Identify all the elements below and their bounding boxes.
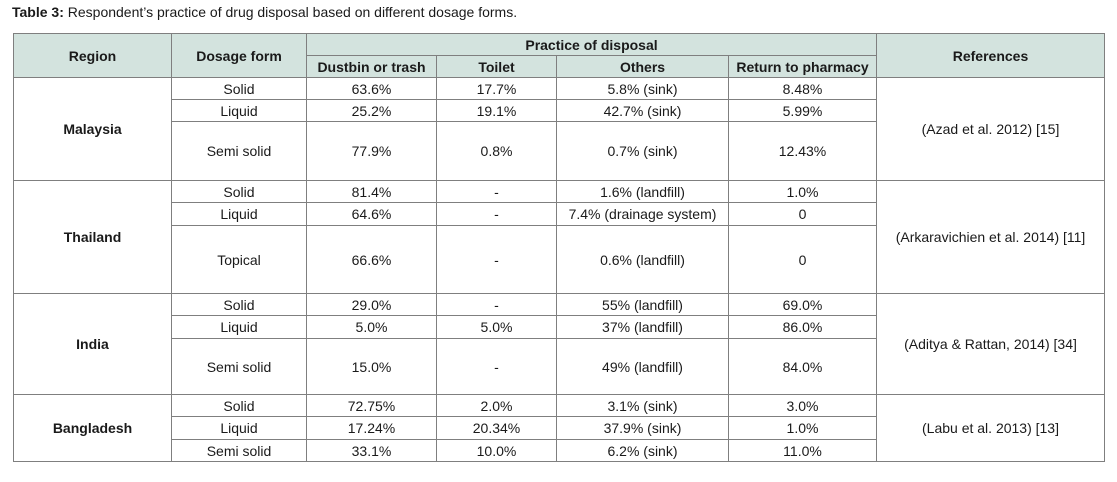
dosage-form-cell: Semi solid — [171, 121, 307, 181]
others-cell: 42.7% (sink) — [556, 99, 729, 122]
table-row: Malaysia Solid 63.6% 17.7% 5.8% (sink) 8.48%(… — [13, 77, 1105, 181]
dustbin-cell: 64.6% — [306, 202, 437, 226]
region-cell: Thailand — [13, 180, 172, 294]
return-to-pharmacy-cell: 8.48% — [728, 77, 877, 100]
reference-cell: (Azad et al. 2012) [15] — [876, 77, 1105, 181]
table-row: Semi solid 77.9% 0.8% 0.7% (sink) 12.43% — [14, 121, 1105, 181]
dosage-form-cell: Solid — [171, 180, 307, 203]
header-others: Others — [556, 55, 729, 78]
toilet-cell: 19.1% — [436, 99, 557, 122]
table-row: Semi solid 33.1% 10.0% 6.2% (sink) 11.0% — [14, 439, 1105, 462]
header-dustbin: Dustbin or trash — [306, 55, 437, 78]
region-cell: India — [13, 293, 172, 395]
dosage-form-cell: Solid — [171, 293, 307, 316]
dustbin-cell: 33.1% — [306, 439, 437, 462]
table-caption: Table 3: Respondent’s practice of drug d… — [12, 4, 517, 20]
header-dosage-form: Dosage form — [171, 33, 307, 78]
dustbin-cell: 72.75% — [306, 394, 437, 417]
dosage-form-cell: Semi solid — [171, 439, 307, 462]
others-cell: 37.9% (sink) — [556, 416, 729, 440]
return-to-pharmacy-cell: 11.0% — [728, 439, 877, 462]
toilet-cell: 2.0% — [436, 394, 557, 417]
others-cell: 1.6% (landfill) — [556, 180, 729, 203]
return-to-pharmacy-cell: 69.0% — [728, 293, 877, 316]
dustbin-cell: 15.0% — [306, 338, 437, 395]
table-row: Topical 66.6% -0.6% (landfill) 0 — [14, 225, 1105, 294]
return-to-pharmacy-cell: 3.0% — [728, 394, 877, 417]
return-to-pharmacy-cell: 0 — [728, 225, 877, 294]
others-cell: 0.6% (landfill) — [556, 225, 729, 294]
table-body: Malaysia Solid 63.6% 17.7% 5.8% (sink) 8.48%(… — [13, 77, 1105, 462]
region-cell: Bangladesh — [13, 394, 172, 462]
table-row: Liquid 17.24% 20.34% 37.9% (sink) 1.0% — [14, 416, 1105, 440]
toilet-cell: - — [436, 293, 557, 316]
table-row: Bangladesh Solid 72.75% 2.0% 3.1% (sink) 3.0%… — [13, 394, 1105, 462]
reference-cell: (Aditya & Rattan, 2014) [34] — [876, 293, 1105, 395]
others-cell: 37% (landfill) — [556, 315, 729, 339]
others-cell: 7.4% (drainage system) — [556, 202, 729, 226]
return-to-pharmacy-cell: 5.99% — [728, 99, 877, 122]
dustbin-cell: 5.0% — [306, 315, 437, 339]
toilet-cell: 5.0% — [436, 315, 557, 339]
caption-label: Table 3: — [12, 4, 64, 20]
others-cell: 0.7% (sink) — [556, 121, 729, 181]
dosage-form-cell: Liquid — [171, 416, 307, 440]
table-row: Semi solid 15.0% -49% (landfill) 84.0% — [14, 338, 1105, 395]
dosage-form-cell: Solid — [171, 77, 307, 100]
dustbin-cell: 25.2% — [306, 99, 437, 122]
table-row: Liquid 25.2% 19.1% 42.7% (sink) 5.99% — [14, 99, 1105, 122]
toilet-cell: 17.7% — [436, 77, 557, 100]
dustbin-cell: 63.6% — [306, 77, 437, 100]
reference-cell: (Labu et al. 2013) [13] — [876, 394, 1105, 462]
dustbin-cell: 29.0% — [306, 293, 437, 316]
dosage-form-cell: Semi solid — [171, 338, 307, 395]
header-toilet: Toilet — [436, 55, 557, 78]
dustbin-cell: 66.6% — [306, 225, 437, 294]
header-references: References — [876, 33, 1105, 78]
return-to-pharmacy-cell: 0 — [728, 202, 877, 226]
dustbin-cell: 77.9% — [306, 121, 437, 181]
return-to-pharmacy-cell: 12.43% — [728, 121, 877, 181]
dosage-form-cell: Liquid — [171, 202, 307, 226]
dustbin-cell: 81.4% — [306, 180, 437, 203]
toilet-cell: - — [436, 225, 557, 294]
others-cell: 3.1% (sink) — [556, 394, 729, 417]
return-to-pharmacy-cell: 86.0% — [728, 315, 877, 339]
toilet-cell: 20.34% — [436, 416, 557, 440]
table-row: Thailand Solid 81.4% -1.6% (landfill) 1.0% (A… — [13, 180, 1105, 294]
others-cell: 49% (landfill) — [556, 338, 729, 395]
dosage-form-cell: Topical — [171, 225, 307, 294]
return-to-pharmacy-cell: 1.0% — [728, 416, 877, 440]
return-to-pharmacy-cell: 1.0% — [728, 180, 877, 203]
toilet-cell: - — [436, 180, 557, 203]
table-row: India Solid 29.0% -55% (landfill) 69.0% (Adit… — [13, 293, 1105, 395]
region-cell: Malaysia — [13, 77, 172, 181]
return-to-pharmacy-cell: 84.0% — [728, 338, 877, 395]
others-cell: 5.8% (sink) — [556, 77, 729, 100]
toilet-cell: - — [436, 338, 557, 395]
header-return-to-pharmacy: Return to pharmacy — [728, 55, 877, 78]
others-cell: 6.2% (sink) — [556, 439, 729, 462]
disposal-table: Region Dosage form Practice of disposal … — [13, 33, 1105, 462]
dustbin-cell: 17.24% — [306, 416, 437, 440]
header-region: Region — [13, 33, 172, 78]
dosage-form-cell: Liquid — [171, 99, 307, 122]
dosage-form-cell: Liquid — [171, 315, 307, 339]
toilet-cell: 0.8% — [436, 121, 557, 181]
toilet-cell: - — [436, 202, 557, 226]
toilet-cell: 10.0% — [436, 439, 557, 462]
dosage-form-cell: Solid — [171, 394, 307, 417]
table-row: Liquid 5.0% 5.0% 37% (landfill) 86.0% — [14, 315, 1105, 339]
reference-cell: (Arkaravichien et al. 2014) [11] — [876, 180, 1105, 294]
header-practice-of-disposal: Practice of disposal — [306, 33, 877, 56]
others-cell: 55% (landfill) — [556, 293, 729, 316]
caption-text: Respondent’s practice of drug disposal b… — [63, 4, 518, 20]
